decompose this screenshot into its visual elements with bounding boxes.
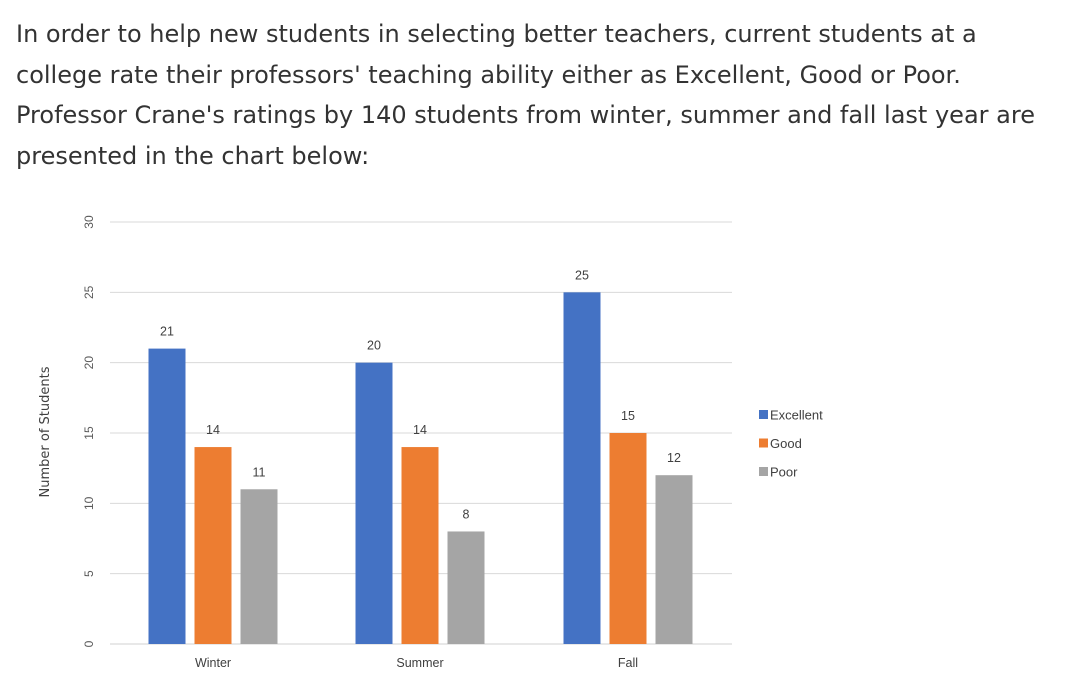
y-tick-label-10: 10 [82, 496, 96, 510]
legend-label-poor: Poor [770, 465, 798, 480]
legend-item-poor: Poor [759, 465, 798, 480]
y-tick-label-30: 30 [82, 215, 96, 229]
data-labels: 21 14 11 20 14 8 25 15 12 [160, 268, 681, 521]
data-label-good-fall: 15 [621, 409, 635, 423]
data-label-excellent-winter: 21 [160, 325, 174, 339]
y-tick-label-5: 5 [82, 570, 96, 577]
bar-good-fall [609, 433, 647, 644]
category-label-winter: Winter [195, 656, 231, 670]
legend-swatch-excellent [759, 410, 768, 419]
legend-item-excellent: Excellent [759, 408, 823, 423]
y-tick-label-20: 20 [82, 356, 96, 370]
data-label-poor-fall: 12 [667, 451, 681, 465]
legend-swatch-poor [759, 467, 768, 476]
x-axis-categories: Winter Summer Fall [195, 656, 638, 670]
y-tick-label-15: 15 [82, 426, 96, 440]
bar-good-summer [401, 447, 439, 644]
bars [148, 292, 693, 644]
legend-label-good: Good [770, 436, 802, 451]
category-label-summer: Summer [396, 656, 443, 670]
bar-poor-summer [447, 531, 485, 644]
data-label-good-winter: 14 [206, 423, 220, 437]
legend-item-good: Good [759, 436, 802, 451]
bar-excellent-winter [148, 348, 186, 644]
y-tick-label-25: 25 [82, 285, 96, 299]
data-label-excellent-summer: 20 [367, 339, 381, 353]
data-label-excellent-fall: 25 [575, 268, 589, 282]
data-label-poor-summer: 8 [463, 507, 470, 521]
question-text: In order to help new students in selecti… [16, 20, 1035, 170]
bar-good-winter [194, 447, 232, 644]
data-label-poor-winter: 11 [253, 465, 266, 479]
bar-excellent-summer [355, 362, 393, 644]
y-axis-title: Number of Students [38, 366, 53, 497]
data-label-good-summer: 14 [413, 423, 427, 437]
legend-label-excellent: Excellent [770, 408, 823, 423]
bar-poor-fall [655, 475, 693, 644]
bar-excellent-fall [563, 292, 601, 644]
legend: Excellent Good Poor [759, 408, 823, 480]
bar-poor-winter [240, 489, 278, 644]
legend-swatch-good [759, 438, 768, 448]
y-tick-label-0: 0 [82, 640, 96, 647]
category-label-fall: Fall [618, 656, 638, 670]
y-axis-ticks: 0 5 10 15 20 25 30 [82, 215, 96, 647]
